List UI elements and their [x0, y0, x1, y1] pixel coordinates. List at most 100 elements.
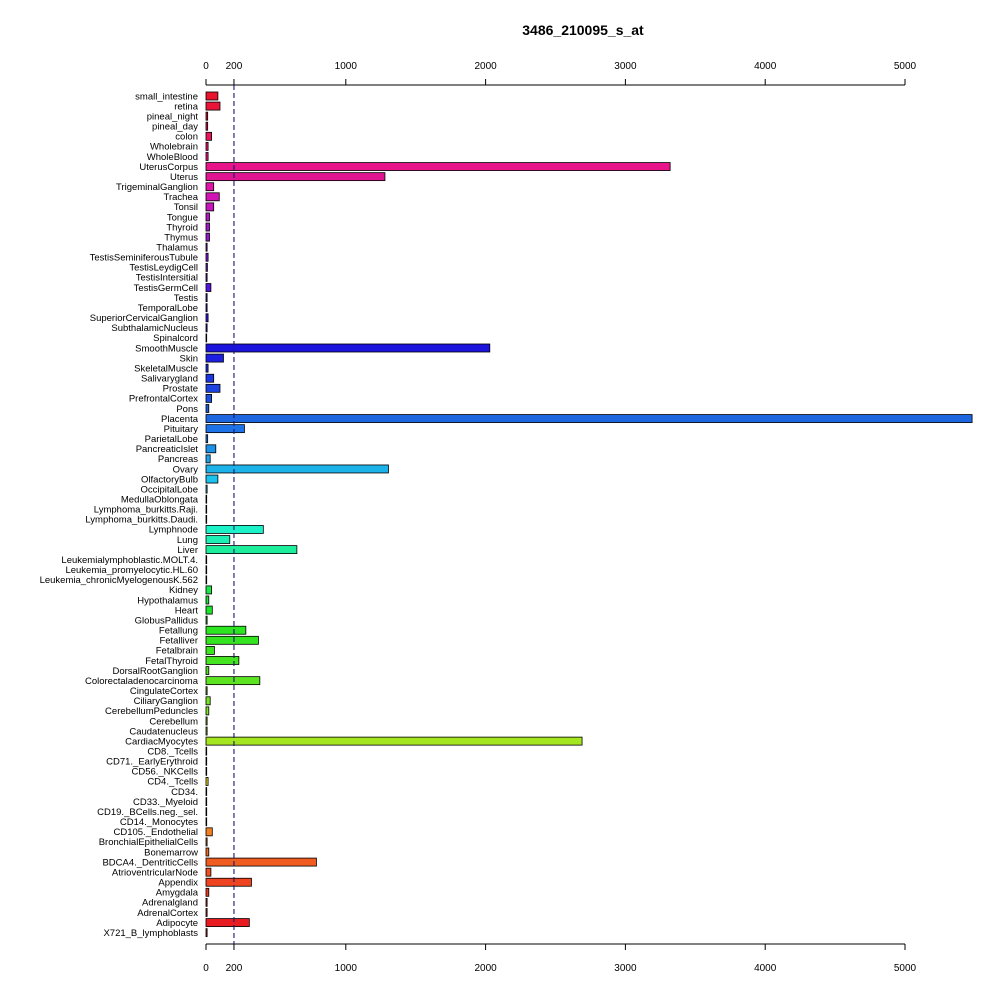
category-label: Fetalliver: [159, 636, 198, 647]
bar: [205, 444, 217, 454]
bar: [205, 504, 208, 514]
category-label: Appendix: [158, 878, 198, 889]
bar: [205, 141, 209, 151]
category-label: Adrenalgland: [142, 898, 198, 909]
category-label: OlfactoryBulb: [141, 474, 198, 485]
bar: [205, 766, 208, 776]
category-label: Colorectaladenocarcinoma: [85, 676, 199, 687]
bar: [205, 928, 208, 938]
category-label: Ovary: [173, 464, 199, 475]
bar: [205, 595, 210, 605]
bar: [205, 293, 208, 303]
category-label: Placenta: [161, 414, 199, 425]
bar: [205, 787, 208, 796]
bar: [205, 575, 208, 585]
bar: [205, 908, 208, 917]
category-label: CiliaryGanglion: [134, 696, 198, 707]
bar: [205, 555, 208, 565]
category-label: CingulateCortex: [130, 686, 198, 697]
bar: [205, 797, 208, 806]
category-label: Kidney: [169, 585, 198, 596]
bar: [205, 857, 317, 867]
category-label: Liver: [177, 545, 198, 556]
category-label: Tonsil: [174, 202, 198, 213]
category-label: BronchialEpithelialCells: [99, 837, 199, 848]
bar: [205, 676, 261, 686]
category-label: UterusCorpus: [139, 162, 198, 173]
category-label: Pons: [176, 404, 198, 415]
category-label: Lymphnode: [149, 525, 198, 536]
top-tick-label: 5000: [894, 61, 917, 72]
bar: [205, 262, 208, 272]
category-label: CD34.: [171, 787, 198, 798]
bar: [205, 514, 208, 524]
bar: [205, 635, 259, 645]
category-label: Pancreas: [158, 454, 198, 465]
bar: [205, 323, 208, 333]
category-label: Fetallung: [159, 626, 198, 637]
category-label: Heart: [175, 605, 199, 616]
bar: [205, 333, 208, 343]
category-label: PrefrontalCortex: [129, 394, 198, 405]
bar: [205, 646, 215, 655]
category-label: DorsalRootGanglion: [112, 666, 198, 677]
bar: [205, 283, 212, 292]
category-label: Uterus: [170, 172, 198, 183]
bar: [205, 172, 386, 182]
category-label: Amygdala: [156, 888, 199, 899]
category-label: CardiacMyocytes: [125, 736, 198, 747]
bar: [205, 827, 213, 837]
category-label: Bonemarrow: [144, 847, 198, 858]
bar: [205, 91, 219, 101]
bar: [205, 303, 208, 313]
bar: [205, 252, 209, 262]
bar: [205, 666, 210, 675]
bar: [205, 434, 209, 444]
bar: [205, 343, 491, 353]
bar: [205, 121, 209, 131]
category-label: CD4._Tcells: [147, 777, 198, 788]
bar: [205, 484, 208, 494]
bar: [205, 686, 208, 696]
bar: [205, 605, 213, 615]
category-label: Salivarygland: [141, 374, 198, 385]
bar: [205, 535, 231, 544]
bar: [205, 696, 211, 706]
category-label: TestisGermCell: [134, 283, 198, 294]
chart-title: 3486_210095_s_at: [522, 22, 644, 38]
bar: [205, 877, 252, 887]
category-label: Adipocyte: [156, 918, 198, 929]
bar: [205, 313, 209, 323]
category-label: Caudatenucleus: [129, 726, 198, 737]
bar: [205, 363, 209, 373]
bar: [205, 192, 220, 202]
bottom-tick-label: 3000: [614, 963, 637, 974]
bar: [205, 777, 209, 786]
bottom-tick-label: 1000: [335, 963, 358, 974]
category-label: Leukemialymphoblastic.MOLT.4.: [61, 555, 198, 566]
bar: [205, 898, 208, 907]
bar: [205, 152, 209, 161]
bar: [205, 807, 208, 817]
bar: [205, 716, 208, 726]
category-label: FetalThyroid: [145, 656, 198, 667]
bar: [205, 736, 583, 746]
bar: [205, 353, 224, 363]
bar: [205, 222, 210, 232]
category-label: pineal_night: [147, 111, 199, 122]
bar: [205, 182, 215, 192]
bar: [205, 545, 298, 554]
bar: [205, 202, 215, 212]
top-tick-label: 0: [203, 61, 209, 72]
category-label: SmoothMuscle: [135, 343, 198, 354]
category-label: Thymus: [164, 232, 198, 243]
bar: [205, 494, 208, 504]
category-label: Wholebrain: [150, 142, 198, 153]
bar: [205, 615, 208, 625]
category-label: pineal_day: [152, 122, 198, 133]
category-label: SubthalamicNucleus: [111, 323, 198, 334]
category-label: Lymphoma_burkitts.Daudi.: [85, 515, 198, 526]
category-label: TemporalLobe: [138, 303, 198, 314]
category-label: Thyroid: [166, 222, 198, 233]
category-label: Leukemia_promyelocytic.HL.60: [65, 565, 198, 576]
